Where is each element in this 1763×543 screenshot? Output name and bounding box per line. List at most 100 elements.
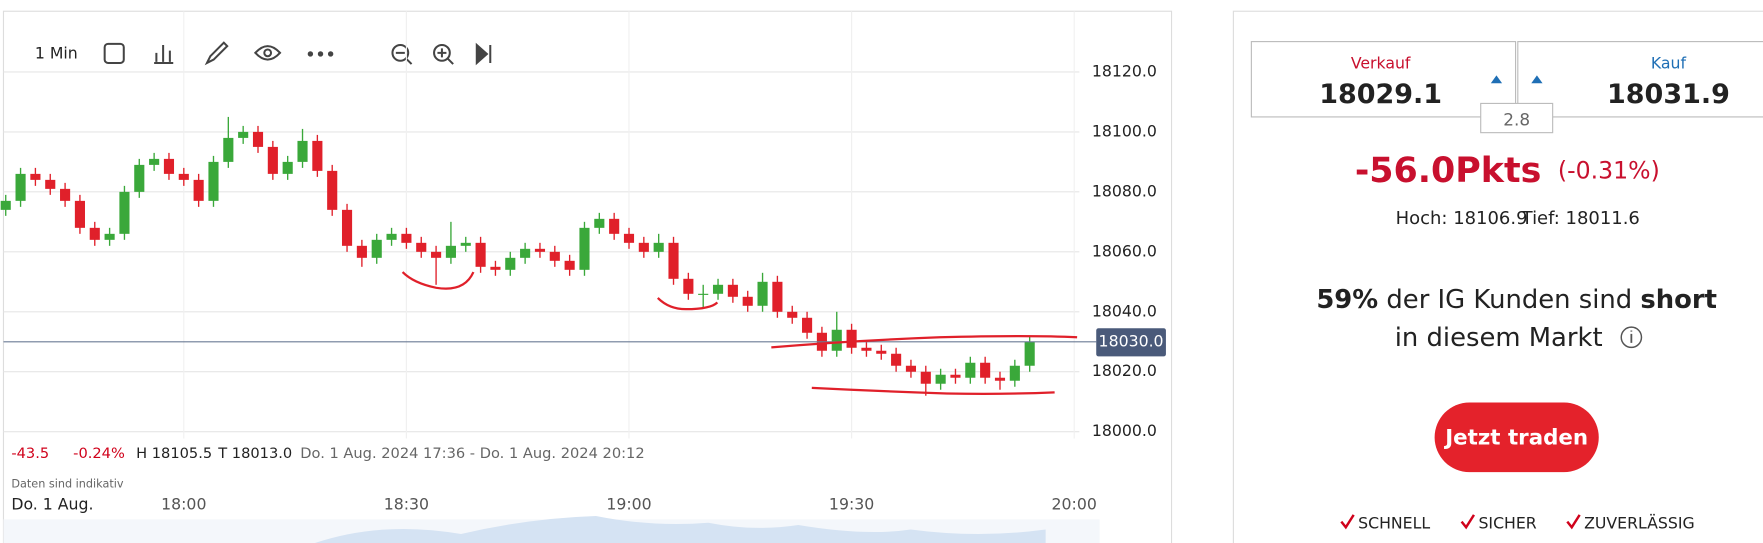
candle-body — [520, 248, 531, 258]
volume-area — [314, 516, 1046, 543]
candle-body — [401, 233, 412, 243]
candle-body — [223, 137, 234, 162]
candle-body — [163, 158, 175, 174]
toolbar-icons[interactable] — [103, 41, 492, 66]
candle-body — [653, 242, 664, 252]
annotations — [401, 271, 1078, 395]
candle-body — [594, 218, 605, 228]
candle-body — [282, 161, 293, 174]
candle-body — [1024, 341, 1035, 366]
candle-body — [638, 242, 649, 252]
x-tick-label: 19:00 — [606, 494, 651, 513]
buy-label: Kauf — [1651, 54, 1687, 73]
candle-body — [876, 350, 887, 354]
candle-body — [416, 242, 427, 252]
candle-body — [757, 281, 768, 306]
candle-body — [980, 362, 991, 378]
candle-body — [846, 329, 857, 348]
y-tick-label: 18060.0 — [1092, 241, 1157, 260]
candle-body — [994, 377, 1006, 381]
candle-body — [609, 218, 620, 234]
panel-high: Hoch: 18106.9 — [1396, 208, 1528, 229]
candle-body — [891, 353, 902, 366]
sentiment-line2: in diesem Markt — [1395, 323, 1603, 353]
candle-body — [238, 131, 249, 138]
candle-body — [119, 191, 130, 234]
chart-panel — [2, 10, 1173, 543]
x-tick-label: 18:30 — [384, 494, 429, 513]
candle-body — [727, 284, 738, 297]
y-tick-label: 18080.0 — [1092, 181, 1157, 200]
current-price-tag — [1096, 328, 1166, 357]
candle-body — [60, 188, 71, 201]
candle-body — [178, 173, 189, 180]
candle-body — [45, 179, 56, 189]
trade-button-label[interactable]: Jetzt traden — [1443, 425, 1588, 450]
candle-body — [861, 347, 872, 351]
candle-body — [668, 242, 679, 279]
candle-body — [460, 242, 471, 246]
buy-box[interactable] — [1517, 41, 1763, 118]
y-tick-label: 18040.0 — [1092, 301, 1157, 320]
candle-body — [831, 329, 842, 351]
candle-body — [267, 146, 278, 174]
candle-body — [104, 233, 115, 240]
candle-body — [193, 179, 204, 201]
note: Daten sind indikativ — [11, 478, 124, 491]
candle-body — [549, 251, 560, 261]
info-icon[interactable] — [1620, 326, 1643, 349]
candle-body — [30, 173, 41, 180]
x-tick-label: 18:00 — [161, 494, 206, 513]
candle-body — [341, 209, 353, 246]
panel-low: Tief: 18011.6 — [1521, 208, 1640, 229]
buy-price: 18031.9 — [1607, 79, 1730, 110]
feature: SICHER — [1478, 513, 1536, 532]
tick-arrows — [1490, 75, 1543, 84]
candle-body — [327, 170, 338, 210]
panel-change-pct: (-0.31%) — [1558, 157, 1660, 185]
candle-body — [935, 374, 946, 384]
candle-body — [950, 374, 961, 378]
candle-body — [252, 131, 264, 147]
sentiment-side: short — [1640, 285, 1717, 315]
candle-body — [683, 278, 694, 294]
spread: 2.8 — [1503, 109, 1530, 129]
candle-body — [371, 239, 382, 258]
candle-body — [134, 164, 145, 192]
sell-box[interactable] — [1250, 41, 1517, 118]
candle-body — [89, 227, 100, 240]
candle-body — [965, 362, 976, 378]
candle-body — [698, 293, 709, 295]
y-tick-label: 18020.0 — [1092, 361, 1157, 380]
candle-body — [1009, 365, 1020, 381]
candle-body — [742, 296, 753, 306]
candle-body — [490, 266, 501, 270]
high: H 18105.5 — [136, 445, 212, 462]
candle-body — [0, 200, 11, 210]
change-pct: -0.24% — [73, 445, 125, 462]
candle-body — [312, 140, 323, 171]
candle-body — [623, 233, 635, 243]
low: T 18013.0 — [217, 445, 292, 462]
y-tick-label: 18000.0 — [1092, 421, 1157, 440]
candle-body — [431, 251, 442, 258]
range: Do. 1 Aug. 2024 17:36 - Do. 1 Aug. 2024 … — [300, 445, 644, 462]
sentiment-pct: 59% — [1316, 285, 1378, 315]
spread-box — [1480, 102, 1554, 134]
trade-button[interactable] — [1434, 402, 1599, 473]
panel-change: -56.0Pkts — [1355, 151, 1542, 191]
sentiment-text: der IG Kunden sind — [1386, 285, 1632, 315]
current-price-label: 18030.0 — [1099, 331, 1164, 350]
candle-body — [297, 140, 308, 162]
change: -43.5 — [11, 445, 49, 462]
candle-body — [534, 248, 546, 252]
candle-body — [208, 161, 219, 201]
interval[interactable]: 1 Min — [35, 43, 78, 62]
candle-body — [445, 245, 456, 258]
check-icons — [1340, 514, 1581, 530]
x-tick-label: 20:00 — [1052, 494, 1097, 513]
sell-label: Verkauf — [1351, 54, 1411, 73]
candle-body — [579, 227, 590, 270]
x-tick-label: 19:30 — [829, 494, 874, 513]
